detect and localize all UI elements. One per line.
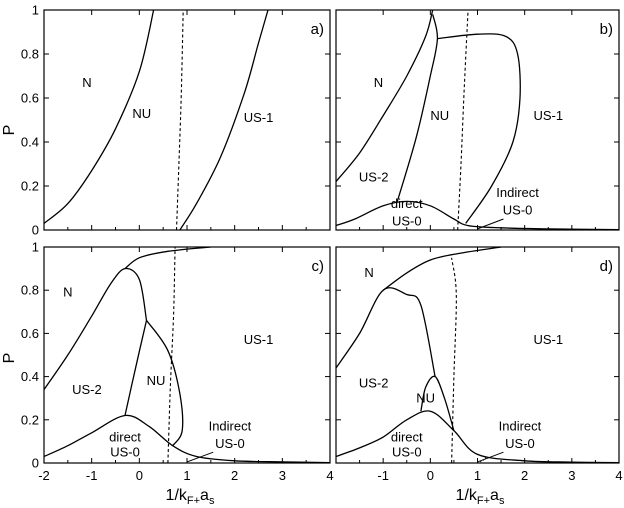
indirect-pointer [477,218,504,230]
y-tick-label: 0.4 [21,135,39,150]
region-label: US-1 [533,332,563,347]
curves [44,247,330,463]
x-tick-label: 0 [427,468,434,483]
region-label: NU [132,106,151,121]
region-label: US-0 [110,445,140,460]
y-tick-label: 0.6 [21,91,39,106]
panel-tag: b) [600,21,613,38]
plot-frame [43,246,331,464]
region-label: US-0 [392,214,422,229]
curves [336,247,619,463]
phase-boundary-dashed [167,247,176,463]
phase-boundary-solid [124,320,148,416]
region-label: NU [147,373,166,388]
region-label: N [63,285,72,300]
phase-boundary-dashed [457,10,469,230]
region-label: US-1 [244,332,274,347]
phase-boundary-solid [336,410,619,463]
phase-boundary-dashed [175,10,184,230]
x-tick-label: 1 [474,468,481,483]
y-tick-label: 0.2 [21,412,39,427]
y-tick-label: 0.8 [21,47,39,62]
phase-boundary-solid [124,247,211,270]
indirect-pointer [477,451,504,463]
phase-boundary-solid [336,287,436,377]
phase-boundary-solid [437,33,521,224]
x-tick-label: 4 [615,468,622,483]
panel-tag: a) [311,21,324,38]
x-tick-label: 0 [136,468,143,483]
region-label: NU [416,391,435,406]
indirect-pointer [186,451,214,463]
y-tick-label: 0 [32,223,39,238]
curves [44,10,269,230]
region-label: direct [391,196,423,211]
y-tick-label: 1 [32,3,39,18]
region-label: US-2 [359,170,389,185]
x-axis-label-right: 1/kF+as [456,487,505,507]
phase-boundary-solid [396,14,439,202]
x-tick-label: -2 [38,468,50,483]
plot-frame [43,9,331,231]
phase-boundary-dashed [451,257,457,463]
region-label: direct [109,429,141,444]
region-label: US-0 [392,445,422,460]
phase-boundary-solid [44,10,155,224]
y-tick-label: 0 [32,456,39,471]
x-tick-label: -1 [86,468,98,483]
panel-tag: c) [312,258,325,275]
x-tick-label: 2 [521,468,528,483]
panel-c: 0 0.2 0.4 0.6 0.8 1 -2 -1 0 1 2 3 4 N NU US-1 US-2 direct… [21,240,334,484]
x-tick-label: 2 [231,468,238,483]
region-label: US-1 [244,110,274,125]
x-tick-label: -1 [377,468,389,483]
region-label: NU [430,108,449,123]
region-label: N [374,75,383,90]
region-label: US-2 [359,375,389,390]
plot-frame [335,9,620,231]
phase-boundary-solid [145,320,184,447]
x-tick-label: 3 [568,468,575,483]
panel-d: -1 0 1 2 3 4NNUUS-1US-2directUS-0IndirectUS-0… [335,246,623,483]
phase-boundary-solid [336,200,619,230]
region-label: Indirect [209,419,252,434]
panel-tag: d) [600,258,613,275]
region-label: US-2 [72,382,102,397]
y-tick-label: 0.8 [21,283,39,298]
x-tick-label: 3 [279,468,286,483]
x-axis-label-left: 1/kF+as [166,487,215,507]
plot-frame [335,246,620,464]
y-axis-label-top: P [1,125,18,136]
y-tick-label: 0.2 [21,179,39,194]
curves [336,10,619,230]
svg-text:1/kF+as: 1/kF+as [456,487,505,507]
region-label: Indirect [499,419,542,434]
phase-boundary-solid [179,10,269,230]
y-tick-label: 0.6 [21,326,39,341]
region-label: direct [391,429,423,444]
region-label: N [82,75,91,90]
x-tick-label: 1 [183,468,190,483]
region-label: Indirect [496,185,539,200]
panel-a: 0 0.2 0.4 0.6 0.8 1 N NU US-1 a) [21,3,331,238]
phase-boundary-solid [44,267,148,390]
region-label: N [364,265,373,280]
phase-boundary-solid [382,247,502,291]
region-label: US-0 [215,436,245,451]
phase-boundary-solid [420,375,455,431]
y-tick-label: 1 [32,240,39,255]
region-label: US-1 [533,108,563,123]
phase-boundary-solid [44,414,330,463]
region-label: US-0 [503,203,533,218]
region-label: US-0 [505,436,535,451]
y-tick-label: 0.4 [21,369,39,384]
y-axis-label-bottom: P [1,353,18,364]
phase-boundary-dotted [477,456,488,463]
x-tick-label: 4 [326,468,333,483]
svg-text:1/kF+as: 1/kF+as [166,487,215,507]
phase-boundary-solid [336,10,434,183]
